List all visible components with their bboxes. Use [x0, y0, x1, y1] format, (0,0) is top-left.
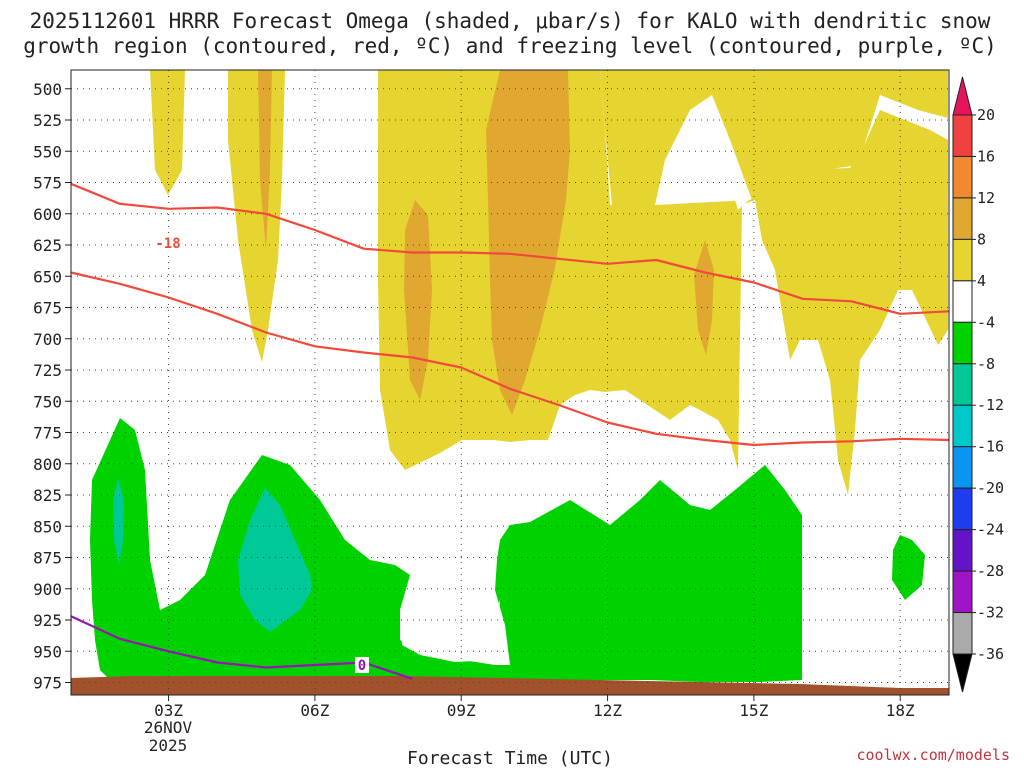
y-tick-label-900: 900: [33, 580, 62, 599]
contour-label-zero: 0: [358, 658, 366, 674]
x-tick-label-06Z: 06Z: [300, 701, 329, 720]
y-tick-label-600: 600: [33, 205, 62, 224]
y-tick-label-650: 650: [33, 267, 62, 286]
colorbar-label-13: -36: [977, 645, 1004, 663]
omega-orange-region-2: [486, 70, 570, 415]
omega-green-region-2: [892, 535, 925, 600]
omega-orange-region-1: [258, 70, 272, 250]
x-date-line1: 26NOV: [144, 718, 193, 737]
omega-teal-region-2: [113, 478, 124, 565]
terrain-surface: [71, 676, 949, 695]
omega-white-notch: [400, 600, 500, 662]
colorbar-swatch-9: [952, 487, 973, 531]
x-tick-label-15Z: 15Z: [739, 701, 768, 720]
contour-line-1: [70, 271, 950, 447]
colorbar-swatch-8: [952, 446, 973, 489]
colorbar-swatch-2: [952, 197, 973, 240]
x-axis-label: Forecast Time (UTC): [407, 748, 613, 768]
colorbar-label-3: 8: [977, 230, 986, 248]
y-tick-label-625: 625: [33, 236, 62, 255]
x-date-line2: 2025: [149, 736, 188, 755]
colorbar-label-9: -20: [977, 479, 1004, 497]
colorbar: 20 16 12 8 4 -4 -8 -12 -16 -20 -24 -28 -32 -36: [952, 76, 1004, 693]
chart-title-line2: growth region (contoured, red, ºC) and f…: [23, 34, 997, 58]
x-axis-ticks: 03Z 06Z 09Z 12Z 15Z 18Z: [154, 695, 915, 720]
y-tick-label-700: 700: [33, 330, 62, 349]
colorbar-swatch-5: [952, 321, 973, 365]
grid-lines: [71, 70, 949, 695]
y-tick-label-925: 925: [33, 611, 62, 630]
y-tick-label-975: 975: [33, 674, 62, 693]
colorbar-swatch-12: [952, 612, 973, 655]
y-tick-label-850: 850: [33, 517, 62, 536]
contour-label-bg-zero: [355, 657, 369, 673]
y-tick-label-500: 500: [33, 80, 62, 99]
plot-area: -18 0: [70, 69, 950, 696]
colorbar-swatch-11: [952, 570, 973, 614]
colorbar-swatch-6: [952, 363, 973, 406]
colorbar-swatch-3: [952, 238, 973, 282]
credit-text: coolwx.com/models: [856, 746, 1010, 764]
omega-teal-region-1: [238, 488, 312, 632]
y-tick-label-750: 750: [33, 392, 62, 411]
y-tick-label-725: 725: [33, 361, 62, 380]
omega-field-orange: [258, 70, 714, 415]
contour-line-0: [70, 182, 950, 315]
y-tick-label-575: 575: [33, 174, 62, 193]
plot-border: [70, 69, 950, 696]
omega-orange-region-4: [694, 240, 714, 355]
colorbar-swatch-10: [952, 529, 973, 572]
colorbar-label-10: -24: [977, 521, 1004, 539]
colorbar-label-12: -32: [977, 604, 1004, 622]
y-tick-label-675: 675: [33, 299, 62, 318]
y-tick-label-825: 825: [33, 486, 62, 505]
x-tick-label-09Z: 09Z: [447, 701, 476, 720]
colorbar-label-2: 12: [977, 189, 995, 207]
chart-title-line1: 2025112601 HRRR Forecast Omega (shaded, …: [30, 9, 991, 33]
colorbar-label-0: 20: [977, 106, 995, 124]
omega-yellow-region-1: [150, 70, 185, 195]
colorbar-label-11: -28: [977, 562, 1004, 580]
contour-labels: -18 0: [152, 235, 369, 674]
y-tick-label-550: 550: [33, 142, 62, 161]
y-tick-label-950: 950: [33, 642, 62, 661]
contour-label-bg-minus18: [152, 235, 184, 251]
x-tick-label-12Z: 12Z: [593, 701, 622, 720]
omega-yellow-region-2: [228, 70, 285, 362]
colorbar-label-8: -16: [977, 438, 1004, 456]
y-tick-label-875: 875: [33, 549, 62, 568]
x-tick-label-03Z: 03Z: [154, 701, 183, 720]
y-tick-label-775: 775: [33, 424, 62, 443]
y-tick-label-800: 800: [33, 455, 62, 474]
colorbar-swatch-0: [952, 114, 973, 157]
colorbar-label-1: 16: [977, 147, 995, 165]
colorbar-label-5: -4: [977, 313, 995, 331]
omega-yellow-patch-4: [600, 70, 948, 205]
omega-orange-region-3: [404, 200, 432, 400]
colorbar-bottom-arrow: [952, 653, 973, 693]
colorbar-swatch-4: [952, 280, 973, 323]
colorbar-label-7: -12: [977, 396, 1004, 414]
colorbar-label-4: 4: [977, 272, 986, 290]
colorbar-swatch-7: [952, 404, 973, 448]
colorbar-top-arrow: [952, 76, 973, 116]
colorbar-swatch-1: [952, 155, 973, 199]
omega-field-strong-negative: [113, 478, 312, 632]
contour-label-minus18: -18: [155, 236, 180, 252]
y-axis-ticks: 500 525 550 575 600 625 650 675 700 725 750 775 800 8…: [33, 80, 71, 693]
y-tick-label-525: 525: [33, 111, 62, 130]
colorbar-label-6: -8: [977, 355, 995, 373]
x-tick-label-18Z: 18Z: [886, 701, 915, 720]
